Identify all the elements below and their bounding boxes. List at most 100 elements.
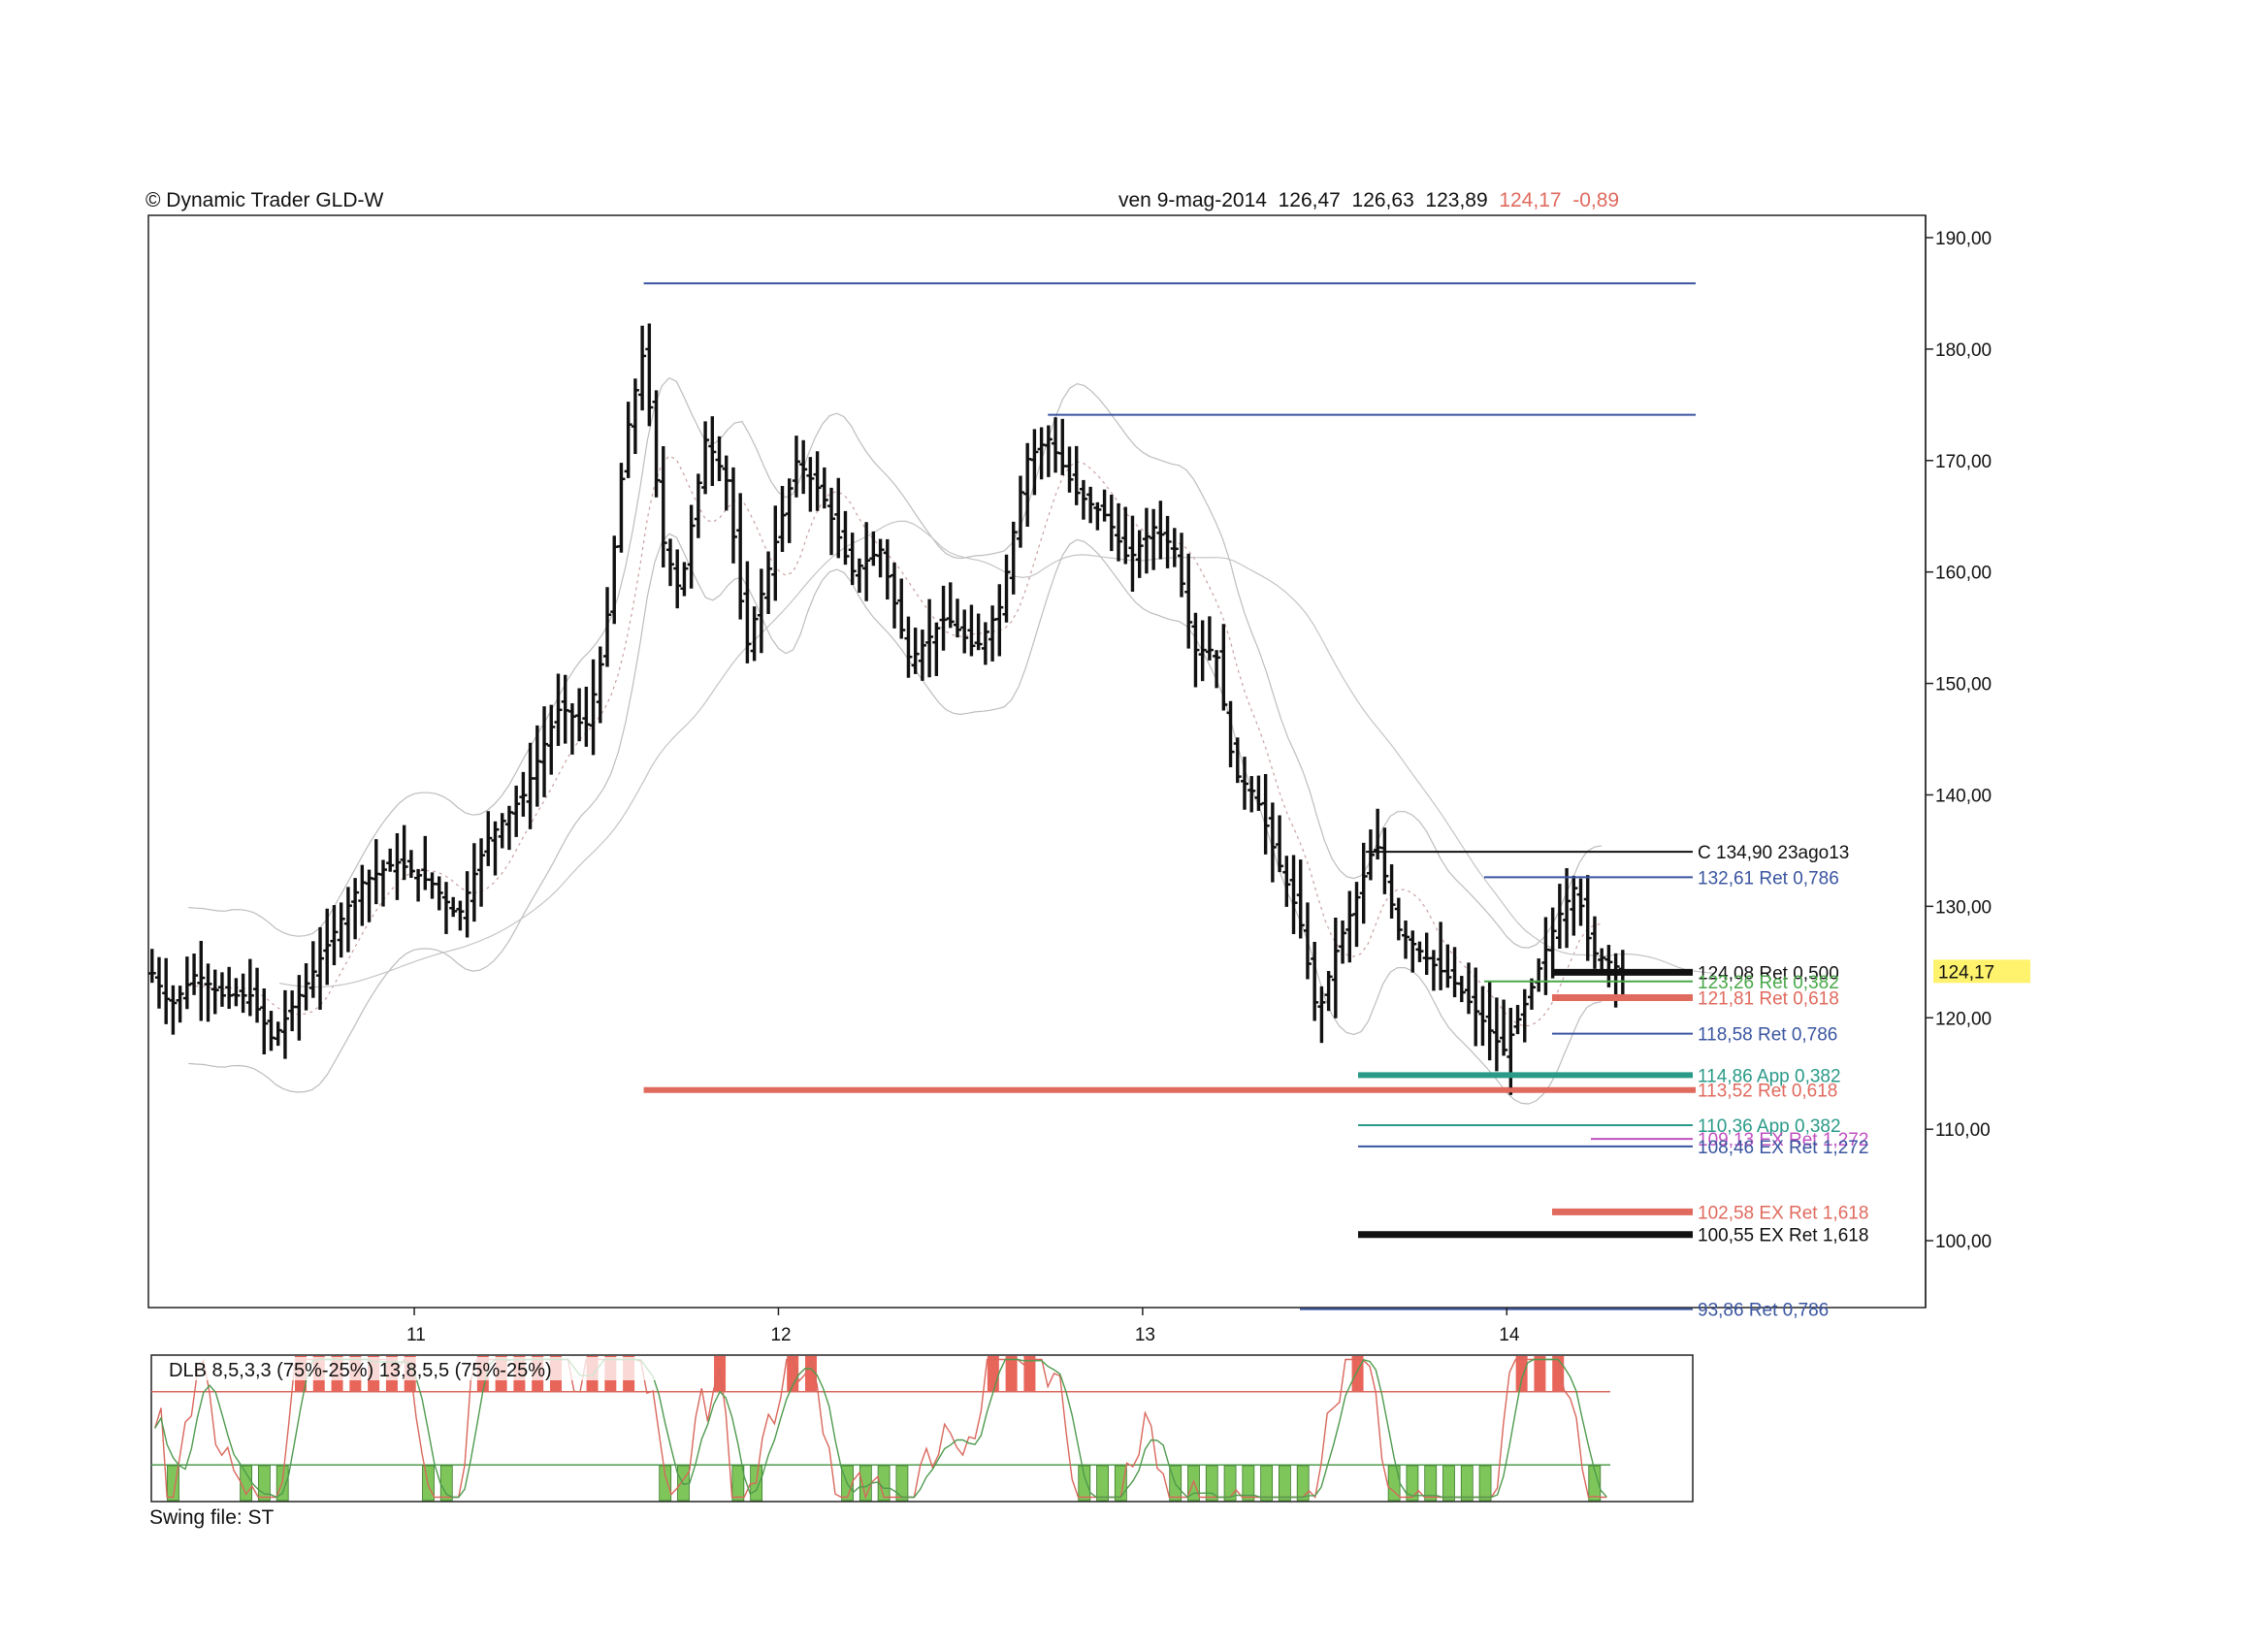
ohlc-bar [610,535,619,625]
ohlc-bar [1205,616,1214,661]
ohlc-bar [1128,515,1137,592]
ohlc-bar [414,868,423,902]
ohlc-bar [883,538,891,600]
ohlc-bar [1086,486,1095,524]
oversold-zone [1424,1465,1438,1502]
long-moving-average-line [278,520,1715,988]
chart-source-label: © Dynamic Trader GLD-W [146,189,384,211]
ohlc-bar [848,533,857,586]
ohlc-bar [477,838,486,907]
fib-level-label: 118,58 Ret 0,786 [1698,1025,1837,1046]
ohlc-bar [582,686,591,747]
ohlc-bar [764,551,773,615]
ohlc-bar [225,966,234,1010]
ohlc-bar [343,887,352,953]
ohlc-bar [701,421,710,495]
ohlc-bar [337,902,345,958]
ohlc-bar [757,568,765,654]
overbought-zone [1515,1356,1528,1391]
overbought-zone [1534,1356,1546,1391]
ohlc-bar [1415,941,1424,962]
ohlc-bar [1093,501,1102,531]
ohlc-bar [1339,920,1347,964]
ohlc-bar [1527,978,1536,1010]
ohlc-bar [1191,612,1200,688]
ohlc-bar [1472,967,1480,1047]
ohlc-bar [1583,875,1592,961]
ohlc-bar [1240,757,1248,810]
ohlc-bar [645,323,654,427]
ohlc-bar [323,908,332,986]
ohlc-bar [722,455,730,511]
ohlc-bar [1276,815,1284,873]
ohlc-bar [939,585,948,651]
ohlc-bar [708,416,717,487]
y-tick-label: 130,00 [1935,897,1992,918]
ohlc-bar [554,673,563,747]
ohlc-bar [1590,916,1599,969]
ohlc-bar [1135,530,1144,578]
ohlc-bar [372,839,380,905]
ohlc-bar [147,949,156,984]
ohlc-bar [652,390,661,498]
envelope-bands [188,376,1715,1105]
ohlc-bar [981,622,989,665]
ohlc-bar [1213,650,1221,689]
ohlc-bar [771,505,780,601]
ohlc-bar [603,587,612,667]
ohlc-bar [960,609,969,654]
ohlc-bar [1107,494,1116,552]
readout-open: 126,47 [1278,189,1341,211]
axes: 190,00 180,00 170,00 160,00 150,00 140,00 130,… [406,215,2030,1345]
ohlc-bar [182,956,191,1010]
ohlc-bar [197,940,206,1021]
ohlc-bar [1535,958,1543,992]
ohlc-bar [1380,827,1389,894]
ohlc-bar [876,538,885,578]
ohlc-bar [967,604,976,657]
ohlc-bar [393,832,402,900]
ohlc-bar [1016,475,1024,548]
x-tick-label: 12 [770,1325,791,1345]
overbought-zone [804,1356,817,1391]
ohlc-bar [827,487,836,556]
ohlc-bar [1150,508,1158,570]
oversold-zone [1588,1465,1602,1502]
ohlc-bar [911,628,920,674]
ohlc-bar [736,493,745,620]
fib-level-label: C 134,90 23ago13 [1698,843,1849,863]
readout-high: 126,63 [1351,189,1414,211]
ohlc-bar [1282,856,1291,907]
ohlc-bar [1058,418,1067,475]
ohlc-bar [162,957,171,1024]
overbought-zone [1005,1356,1018,1391]
readout-low: 123,89 [1425,189,1488,211]
ohlc-bar [813,451,822,511]
oversold-zone [167,1465,179,1502]
upper-envelope-line [188,376,1603,949]
ohlc-bar [1485,981,1494,1061]
ohlc-bar [274,1021,282,1047]
fib-level-label: 109,13 EX Ret 1,272 [1698,1130,1868,1150]
ohlc-bar [694,473,702,538]
overbought-zone [1552,1356,1565,1391]
ohlc-bar [316,926,325,1010]
oscillator-title-backdrop [161,1357,665,1380]
oversold-zone [1442,1465,1455,1502]
ohlc-bar [665,538,674,587]
ohlc-bar [1541,917,1550,995]
ohlc-bar [1345,890,1354,963]
ohlc-bar [449,896,458,918]
ohlc-bar [624,402,632,478]
ohlc-bar [1261,774,1270,855]
oscillator-title: DLB 8,5,3,3 (75%-25%) 13,8,5,5 (75%-25%) [169,1360,552,1381]
ohlc-bar [378,859,387,907]
ohlc-bar [841,510,850,566]
oversold-zone [1078,1465,1091,1502]
ohlc-bar [190,954,199,995]
ohlc-bar [1513,1005,1522,1035]
ohlc-bar [1478,986,1487,1047]
ohlc-bar [1233,737,1242,784]
ohlc-bar [715,436,724,482]
ohlc-bar [596,646,604,724]
